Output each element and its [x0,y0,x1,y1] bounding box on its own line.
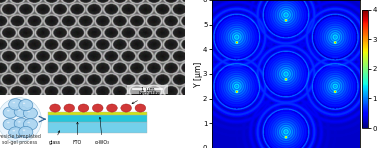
FancyBboxPatch shape [48,112,147,115]
Ellipse shape [64,104,74,112]
Ellipse shape [7,110,9,111]
Ellipse shape [50,104,60,112]
Circle shape [14,118,28,129]
Circle shape [9,99,23,110]
Text: glass: glass [48,131,60,145]
Circle shape [9,127,23,138]
Circle shape [19,99,33,111]
Text: vesicle templated
sol-gel process: vesicle templated sol-gel process [0,134,41,145]
Ellipse shape [0,98,42,142]
Ellipse shape [27,122,30,123]
Circle shape [23,119,37,130]
FancyBboxPatch shape [48,115,147,122]
Circle shape [14,106,28,117]
Ellipse shape [92,104,103,112]
Text: α-WO₃: α-WO₃ [95,117,110,145]
Text: FTO: FTO [73,122,82,145]
Circle shape [3,107,17,118]
FancyBboxPatch shape [127,85,168,94]
Circle shape [19,126,33,138]
Ellipse shape [18,109,21,111]
Circle shape [23,108,37,119]
Ellipse shape [23,103,25,104]
Ellipse shape [27,111,30,112]
Y-axis label: Y [µm]: Y [µm] [194,61,203,87]
Text: hematite: hematite [132,91,160,104]
Ellipse shape [78,104,89,112]
Ellipse shape [107,104,117,112]
Ellipse shape [12,102,15,103]
FancyBboxPatch shape [48,122,147,133]
Ellipse shape [12,130,15,131]
Ellipse shape [121,104,132,112]
Ellipse shape [135,104,146,112]
Ellipse shape [23,130,25,131]
Text: 1 µm: 1 µm [141,87,154,92]
Circle shape [3,119,17,130]
Ellipse shape [7,122,9,123]
Ellipse shape [18,121,21,123]
